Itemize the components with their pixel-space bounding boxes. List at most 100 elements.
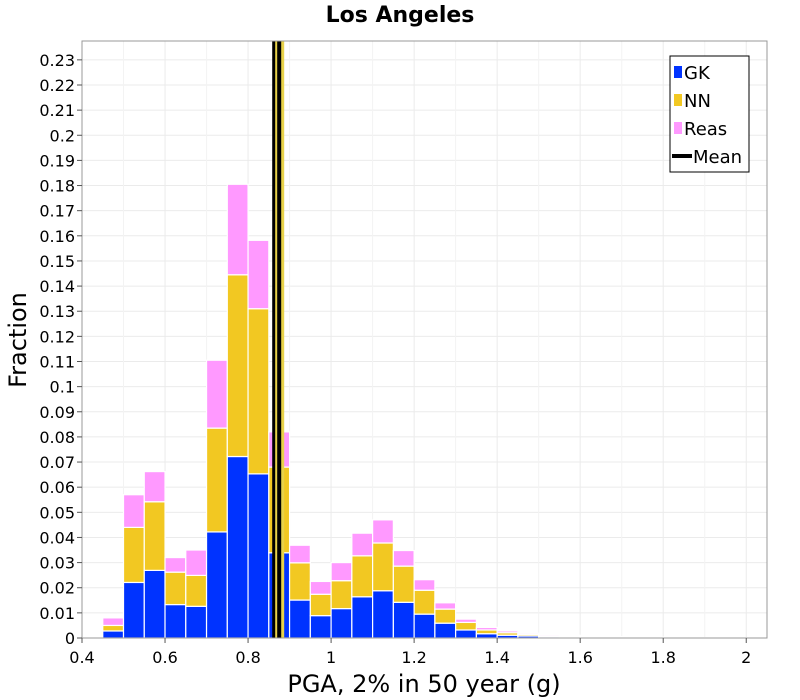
bar-gk	[455, 629, 477, 639]
bar-nn	[309, 593, 332, 617]
bar-reas	[102, 617, 125, 627]
x-tick-label: 0.8	[235, 648, 260, 667]
legend-label-nn: NN	[684, 91, 711, 112]
x-tick-label: 1.4	[484, 648, 509, 667]
bar-nn	[413, 589, 436, 615]
x-tick-label: 0.6	[152, 648, 177, 667]
y-tick-label: 0.02	[39, 579, 75, 598]
mean-marker-edge	[272, 41, 276, 638]
bar-gk	[143, 569, 166, 639]
bar-nn	[455, 621, 477, 631]
legend-swatch-gk	[674, 66, 682, 78]
y-tick-label: 0.23	[39, 51, 75, 70]
bar-nn	[205, 427, 228, 533]
x-tick-label: 1.8	[650, 648, 675, 667]
bar-gk	[205, 531, 228, 639]
bar-nn	[288, 562, 311, 601]
bar-reas	[330, 561, 353, 582]
y-tick-label: 0.1	[50, 378, 75, 397]
x-tick-label: 1.2	[401, 648, 426, 667]
y-tick-label: 0.08	[39, 428, 75, 447]
y-axis-label: Fraction	[4, 292, 32, 388]
x-axis-label: PGA, 2% in 50 year (g)	[287, 670, 560, 698]
y-tick-label: 0.07	[39, 453, 75, 472]
y-tick-label: 0.11	[39, 352, 75, 371]
bar-reas	[434, 602, 457, 610]
bar-gk	[164, 603, 187, 639]
legend-swatch-nn	[674, 94, 682, 106]
bar-nn	[143, 501, 166, 571]
y-tick-label: 0.06	[39, 478, 75, 497]
bar-reas	[517, 632, 540, 636]
bar-gk	[247, 473, 270, 639]
bar-nn	[164, 571, 187, 606]
bar-reas	[205, 359, 228, 429]
bar-reas	[558, 634, 581, 637]
y-tick-label: 0.22	[39, 76, 75, 95]
legend: GK NN Reas Mean	[669, 55, 750, 173]
y-tick-label: 0.18	[39, 177, 75, 196]
x-tick-label: 1.6	[567, 648, 592, 667]
bar-gk	[372, 590, 394, 639]
bar-reas	[226, 183, 249, 276]
plot-frame	[81, 40, 768, 639]
y-tick-label: 0.04	[39, 528, 75, 547]
bar-reas	[143, 470, 166, 503]
y-tick-label: 0.01	[39, 604, 75, 623]
y-tick-label: 0.19	[39, 151, 75, 170]
y-tick-label: 0.03	[39, 554, 75, 573]
legend-label-reas: Reas	[684, 119, 727, 140]
bar-nn	[122, 526, 145, 584]
bar-reas	[164, 556, 187, 573]
bar-nn	[102, 624, 125, 632]
bar-nn	[185, 574, 208, 607]
y-tick-label: 0	[65, 629, 75, 648]
legend-box	[669, 55, 750, 173]
bar-gk	[475, 633, 498, 639]
legend-swatch-reas	[674, 122, 682, 134]
x-tick-label: 0.4	[69, 648, 94, 667]
y-tick-label: 0.16	[39, 227, 75, 246]
bar-nn	[330, 580, 353, 610]
mean-marker	[277, 41, 282, 638]
bar-reas	[413, 579, 436, 591]
y-tick-label: 0.05	[39, 503, 75, 522]
bar-reas	[247, 239, 270, 310]
chart-title: Los Angeles	[326, 3, 475, 28]
y-axis-ticks: 0 0.01 0.02 0.03 0.04 0.05 0.06 0.07 0.08 0.09 0.1…	[39, 51, 82, 648]
bar-reas	[600, 635, 623, 638]
bar-reas	[309, 580, 332, 595]
bar-reas	[496, 630, 519, 634]
bar-gk	[434, 622, 457, 639]
bar-gk	[185, 605, 208, 639]
bar-reas	[392, 549, 415, 567]
bar-nn	[351, 555, 374, 598]
y-tick-label: 0.15	[39, 252, 75, 271]
y-tick-label: 0.12	[39, 327, 75, 346]
x-tick-label: 2	[741, 648, 751, 667]
bar-reas	[455, 618, 477, 624]
y-tick-label: 0.2	[50, 126, 75, 145]
y-tick-label: 0.09	[39, 403, 75, 422]
bar-nn	[392, 565, 415, 603]
y-tick-label: 0.21	[39, 101, 75, 120]
bar-gk	[351, 596, 374, 639]
bar-reas	[475, 626, 498, 631]
bar-gk	[309, 615, 332, 639]
bar-reas	[372, 519, 394, 544]
bar-gk	[102, 630, 125, 639]
legend-swatch-mean	[672, 154, 692, 158]
mean-line	[272, 41, 285, 638]
x-tick-label: 1	[326, 648, 336, 667]
legend-label-gk: GK	[684, 63, 711, 84]
bar-gk	[392, 601, 415, 639]
bar-reas	[538, 633, 561, 637]
bar-reas	[288, 544, 311, 564]
bar-reas	[641, 636, 664, 639]
bar-gk	[226, 455, 249, 639]
bar-gk	[330, 607, 353, 639]
bar-reas	[579, 635, 602, 638]
bar-reas	[185, 549, 208, 577]
y-tick-label: 0.14	[39, 277, 75, 296]
